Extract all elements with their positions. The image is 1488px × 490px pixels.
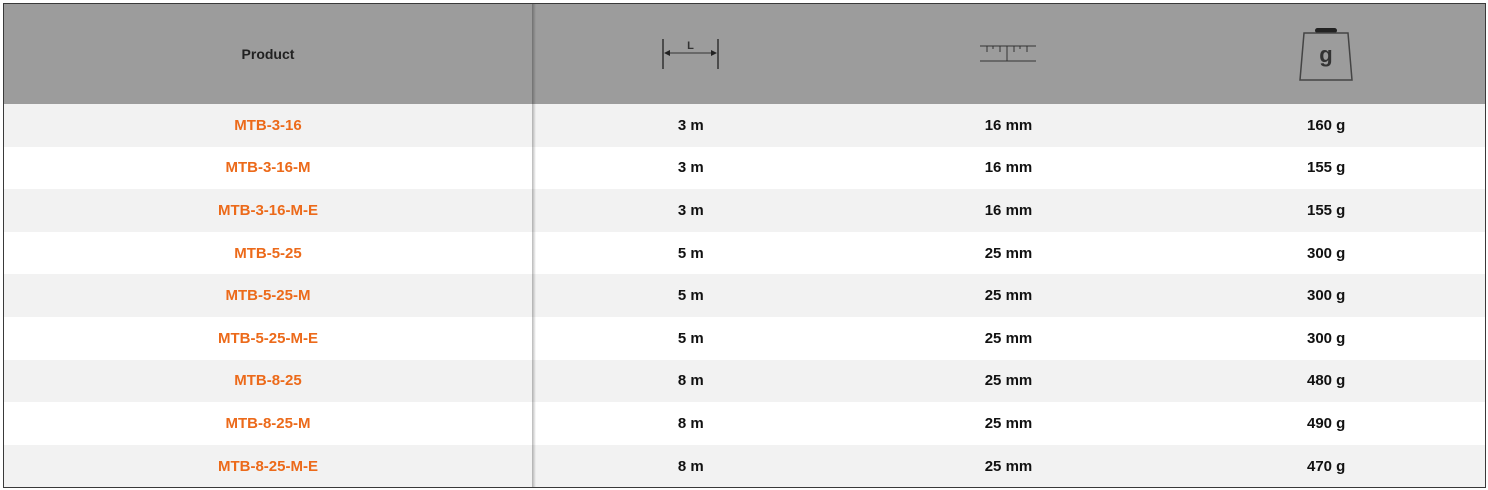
length-value: 5 m	[677, 287, 704, 305]
table-row: MTB-3-16-M 3 m 16 mm 155 g	[4, 146, 1485, 190]
length-value: 5 m	[677, 329, 704, 347]
table-row: MTB-5-25-M 5 m 25 mm 300 g	[4, 274, 1485, 317]
weight-icon: g	[1299, 28, 1353, 81]
weight-value: 300 g	[1306, 244, 1346, 262]
ruler-blade-width-icon	[980, 45, 1037, 62]
weight-value: 470 g	[1306, 457, 1346, 475]
length-value: 8 m	[677, 457, 704, 475]
width-value: 25 mm	[984, 372, 1033, 390]
table-body: MTB-3-16 3 m 16 mm 160 g MTB-3-16-M 3 m 16 mm 1…	[4, 104, 1485, 487]
column-divider-shadow	[532, 4, 536, 487]
length-value: 3 m	[677, 116, 704, 134]
width-value: 25 mm	[984, 287, 1033, 305]
length-value: 3 m	[677, 201, 704, 219]
weight-value: 480 g	[1306, 372, 1346, 390]
length-icon-letter: L	[687, 40, 694, 52]
product-link[interactable]: MTB-8-25	[234, 372, 302, 390]
length-value: 8 m	[677, 414, 704, 432]
width-value: 25 mm	[984, 414, 1033, 432]
weight-value: 300 g	[1306, 287, 1346, 305]
width-value: 16 mm	[984, 116, 1033, 134]
weight-value: 300 g	[1306, 329, 1346, 347]
product-link[interactable]: MTB-3-16-M-E	[217, 201, 318, 219]
weight-value: 155 g	[1306, 159, 1346, 177]
table-row: MTB-3-16 3 m 16 mm 160 g	[4, 104, 1485, 147]
table-row: MTB-8-25-M-E 8 m 25 mm 470 g	[4, 444, 1485, 487]
product-spec-table: Product L	[3, 3, 1486, 488]
weight-value: 160 g	[1306, 116, 1346, 134]
product-link[interactable]: MTB-5-25	[234, 244, 302, 262]
length-value: 3 m	[677, 159, 704, 177]
table-row: MTB-5-25 5 m 25 mm 300 g	[4, 231, 1485, 275]
table-row: MTB-5-25-M-E 5 m 25 mm 300 g	[4, 316, 1485, 360]
product-link[interactable]: MTB-8-25-M	[225, 414, 311, 432]
width-value: 25 mm	[984, 457, 1033, 475]
length-value: 8 m	[677, 372, 704, 390]
width-value: 16 mm	[984, 159, 1033, 177]
table-header: Product L	[4, 4, 1485, 104]
product-link[interactable]: MTB-3-16-M	[225, 159, 311, 177]
length-value: 5 m	[677, 244, 704, 262]
weight-icon-letter: g	[1319, 42, 1332, 67]
product-link[interactable]: MTB-8-25-M-E	[217, 457, 318, 475]
width-value: 25 mm	[984, 329, 1033, 347]
product-link[interactable]: MTB-5-25-M-E	[217, 329, 318, 347]
weight-value: 490 g	[1306, 414, 1346, 432]
table-row: MTB-8-25-M 8 m 25 mm 490 g	[4, 402, 1485, 445]
length-dimension-icon: L	[662, 39, 719, 69]
table-row: MTB-8-25 8 m 25 mm 480 g	[4, 359, 1485, 403]
width-value: 25 mm	[984, 244, 1033, 262]
product-link[interactable]: MTB-5-25-M	[225, 287, 311, 305]
product-link[interactable]: MTB-3-16	[234, 116, 302, 134]
weight-value: 155 g	[1306, 201, 1346, 219]
width-value: 16 mm	[984, 201, 1033, 219]
header-product: Product	[241, 46, 295, 62]
table-row: MTB-3-16-M-E 3 m 16 mm 155 g	[4, 189, 1485, 232]
